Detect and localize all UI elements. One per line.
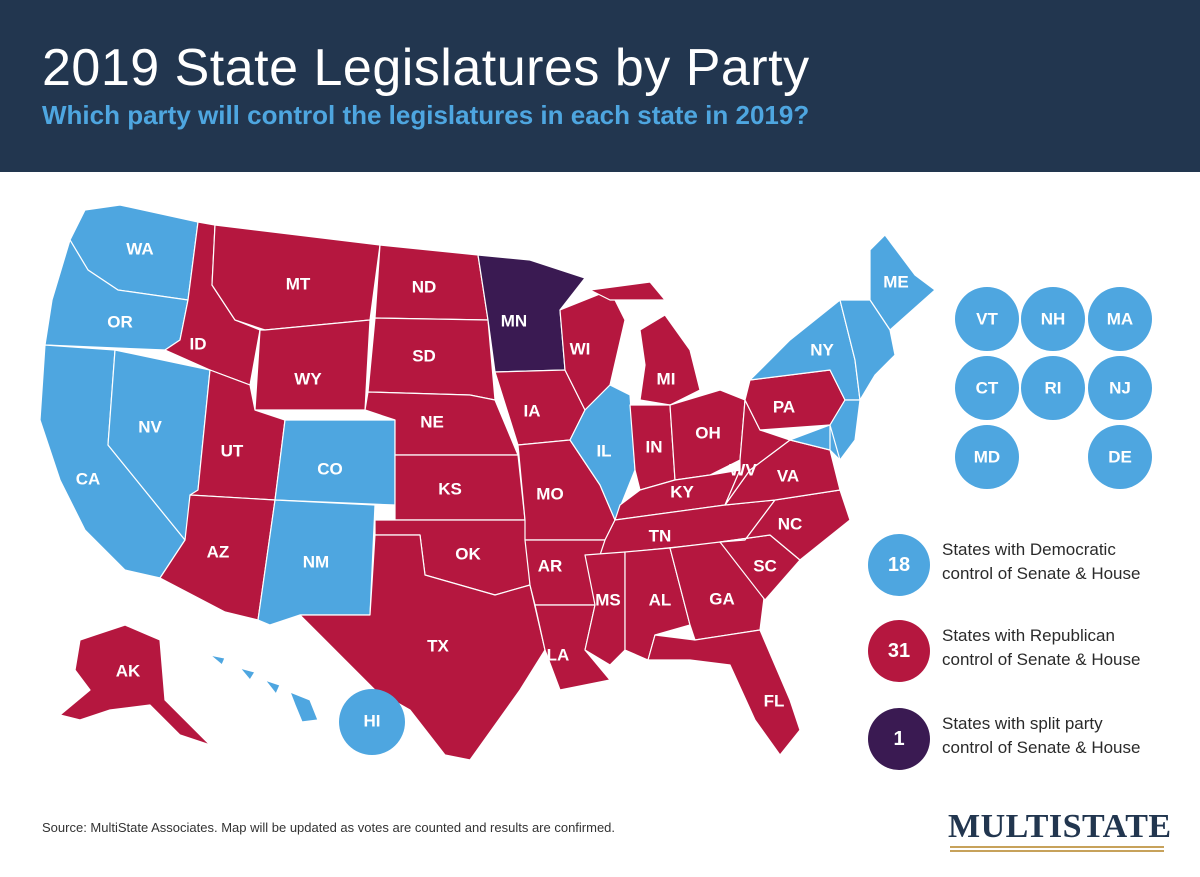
state-label-GA: GA xyxy=(709,589,735,608)
header-banner: 2019 State Legislatures by Party Which p… xyxy=(0,0,1200,172)
small-state-label-DE: DE xyxy=(1108,447,1132,466)
state-WY xyxy=(254,319,371,411)
state-label-MT: MT xyxy=(286,274,311,293)
logo-underline xyxy=(950,850,1164,852)
small-state-label-CT: CT xyxy=(976,378,999,397)
small-state-circle xyxy=(1021,287,1085,351)
state-label-CO: CO xyxy=(317,459,343,478)
legend-line2: control of Senate & House xyxy=(942,738,1141,757)
state-HI xyxy=(209,654,319,723)
state-label-AK: AK xyxy=(116,661,141,680)
state-label-FL: FL xyxy=(764,691,785,710)
state-label-WY: WY xyxy=(294,369,322,388)
legend-split: 1 States with split party control of Sen… xyxy=(868,708,1188,772)
small-state-circle xyxy=(1088,356,1152,420)
state-label-AR: AR xyxy=(538,556,563,575)
state-label-LA: LA xyxy=(547,645,570,664)
hi-label-circle xyxy=(339,689,405,755)
state-label-NV: NV xyxy=(138,417,162,436)
legend-circle-democratic: 18 xyxy=(868,534,930,596)
legend-text-republican: States with Republican control of Senate… xyxy=(942,624,1192,672)
state-label-UT: UT xyxy=(221,441,244,460)
state-label-ND: ND xyxy=(412,277,437,296)
legend-line1: States with Democratic xyxy=(942,540,1116,559)
state-labels: WA OR CA NV ID MT WY UT CO AZ NM ND SD N… xyxy=(76,239,1134,730)
us-map: WA OR CA NV ID MT WY UT CO AZ NM ND SD N… xyxy=(39,204,1152,761)
state-label-MO: MO xyxy=(536,484,563,503)
state-label-IL: IL xyxy=(596,441,611,460)
small-state-label-MA: MA xyxy=(1107,309,1133,328)
small-state-label-MD: MD xyxy=(974,447,1000,466)
logo-underline xyxy=(950,846,1164,848)
state-label-MI: MI xyxy=(657,369,676,388)
legend-democratic: 18 States with Democratic control of Sen… xyxy=(868,534,1188,598)
small-state-circle xyxy=(1088,425,1152,489)
state-label-IN: IN xyxy=(646,437,663,456)
multistate-logo[interactable]: MULTISTATE xyxy=(948,808,1171,852)
legend-line2: control of Senate & House xyxy=(942,650,1141,669)
state-label-WV: WV xyxy=(729,460,757,479)
state-label-OK: OK xyxy=(455,544,481,563)
small-state-circle xyxy=(1088,287,1152,351)
state-label-OH: OH xyxy=(695,423,721,442)
page-title: 2019 State Legislatures by Party xyxy=(42,39,810,97)
small-state-circle xyxy=(955,356,1019,420)
state-TX xyxy=(299,534,546,761)
state-label-WA: WA xyxy=(126,239,153,258)
page-subtitle: Which party will control the legislature… xyxy=(42,100,810,130)
state-label-MN: MN xyxy=(501,311,527,330)
legend-circle-split: 1 xyxy=(868,708,930,770)
state-NE-region xyxy=(839,299,896,401)
small-state-circle xyxy=(955,425,1019,489)
small-state-label-NH: NH xyxy=(1041,309,1066,328)
state-FL xyxy=(647,629,801,756)
state-label-VA: VA xyxy=(777,466,799,485)
state-label-IA: IA xyxy=(524,401,541,420)
state-label-OR: OR xyxy=(107,312,133,331)
state-label-SD: SD xyxy=(412,346,436,365)
legend-text-democratic: States with Democratic control of Senate… xyxy=(942,538,1192,586)
state-MI xyxy=(589,281,701,406)
state-label-HI: HI xyxy=(364,711,381,730)
state-label-KY: KY xyxy=(670,482,694,501)
state-IL xyxy=(569,384,636,521)
state-label-NE: NE xyxy=(420,412,444,431)
state-label-NY: NY xyxy=(810,340,834,359)
state-label-WI: WI xyxy=(570,339,591,358)
small-state-circles xyxy=(339,287,1152,755)
legend-republican: 31 States with Republican control of Sen… xyxy=(868,620,1188,684)
state-label-AL: AL xyxy=(649,590,672,609)
state-label-SC: SC xyxy=(753,556,777,575)
state-NJ-MD-DE-region xyxy=(789,399,861,461)
state-AK xyxy=(59,624,211,746)
state-label-CA: CA xyxy=(76,469,101,488)
legend-circle-republican: 31 xyxy=(868,620,930,682)
legend-line1: States with Republican xyxy=(942,626,1115,645)
state-label-TX: TX xyxy=(427,636,449,655)
logo-wordmark: MULTISTATE xyxy=(948,808,1172,845)
state-label-ME: ME xyxy=(883,272,909,291)
state-label-AZ: AZ xyxy=(207,542,230,561)
small-state-label-RI: RI xyxy=(1045,378,1062,397)
state-label-KS: KS xyxy=(438,479,462,498)
small-state-circle xyxy=(1021,356,1085,420)
small-state-label-NJ: NJ xyxy=(1109,378,1131,397)
legend-line2: control of Senate & House xyxy=(942,564,1141,583)
state-label-MS: MS xyxy=(595,590,621,609)
state-label-ID: ID xyxy=(190,334,207,353)
small-state-label-VT: VT xyxy=(976,309,998,328)
state-label-NM: NM xyxy=(303,552,329,571)
legend-text-split: States with split party control of Senat… xyxy=(942,712,1192,760)
state-label-PA: PA xyxy=(773,397,795,416)
state-label-NC: NC xyxy=(778,514,803,533)
legend-line1: States with split party xyxy=(942,714,1103,733)
source-note: Source: MultiState Associates. Map will … xyxy=(42,820,616,835)
state-label-TN: TN xyxy=(649,526,672,545)
small-state-circle xyxy=(955,287,1019,351)
